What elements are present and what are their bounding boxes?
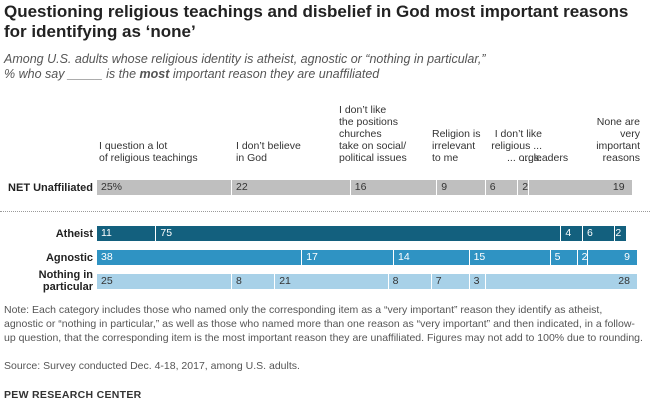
column-header-2: I don’t believe in God [236,140,301,164]
bar-segment-row2-col2: 75 [156,226,562,241]
value-label: 21 [279,275,291,287]
bar-segment-row2-col5: 4 [561,226,583,241]
bar-segment-row2-col6: 6 [583,226,616,241]
value-label: 5 [554,251,561,263]
value-label: 14 [398,251,410,263]
value-label: 7 [435,275,442,287]
value-label: 22 [236,181,248,193]
value-label: 3 [473,275,480,287]
value-label: 25 [101,275,113,287]
value-label: 11 [101,227,112,239]
value-label: 38 [101,251,113,263]
bar-segment-row4-col3: 21 [275,274,389,289]
bar-segment-row1-col1: 25% [97,180,232,195]
bar-segment-row3-col7: 9 [588,250,637,265]
bar-segment-row4-col1: 25 [97,274,232,289]
column-header-4: Religion is irrelevant to me [432,128,481,164]
subtitle-line-2-post: important reason they are unaffiliated [169,67,380,81]
bar-segment-row3-col6: 2 [577,250,589,265]
column-header-3: I don’t like the positions churches take… [339,104,407,164]
value-label: 28 [618,275,630,287]
row-label-3: Agnostic [45,252,93,264]
bar-segment-row2-col1: 11 [97,226,157,241]
bar-segment-row3-col5: 5 [550,250,578,265]
column-header-5: I don’t like religious ... ... orgs. [491,128,542,164]
value-label: 8 [236,275,242,287]
value-label: 17 [306,251,318,263]
value-label: 15 [473,251,486,263]
value-label: 9 [624,251,630,263]
bar-segment-row4-col7: 28 [485,274,637,289]
value-label: 8 [392,275,399,287]
section-divider [0,211,650,212]
subtitle-line-2-bold: most [139,67,170,81]
subtitle-line-2-pre: % who say _____ is the [4,67,140,81]
row-label-1: NET Unaffiliated [8,182,93,194]
subtitle-line-1: Among U.S. adults whose religious identi… [4,52,486,66]
bar-segment-row4-col4: 8 [388,274,432,289]
bar-segment-row4-col2: 8 [232,274,276,289]
publisher-footer: PEW RESEARCH CENTER [4,389,142,401]
value-label: 19 [612,181,625,193]
column-header-1: I question a lot of religious teachings [99,140,198,164]
column-header-6: ... leaders [522,152,569,164]
value-label: 16 [354,181,367,193]
bar-segment-row1-col7: 19 [529,180,632,195]
value-label: 2 [522,181,529,193]
value-label: 4 [565,227,572,239]
chart-subtitle: Among U.S. adults whose religious identi… [4,52,604,82]
bar-segment-row2-col7: 2 [615,226,627,241]
bar-segment-row3-col1: 38 [97,250,303,265]
value-label: 2 [581,251,588,263]
column-header-7: None are very important reasons [596,116,640,164]
bar-segment-row1-col5: 6 [485,180,519,195]
subtitle-line-2: % who say _____ is the most important re… [4,67,604,82]
bar-segment-row3-col4: 15 [469,250,551,265]
value-label: 6 [489,181,496,193]
chart-note: Note: Each category includes those who n… [4,304,643,344]
bar-segment-row1-col6: 2 [518,180,529,195]
bar-segment-row1-col4: 9 [437,180,486,195]
row-label-2: Atheist [55,228,93,240]
value-label: 6 [587,227,593,239]
bar-segment-row1-col3: 16 [350,180,438,195]
chart-title: Questioning religious teachings and disb… [4,2,629,41]
bar-segment-row1-col2: 22 [232,180,351,195]
row-label-4: Nothing in particular [38,269,93,293]
value-label: 2 [615,227,622,239]
bar-segment-row4-col6: 3 [469,274,486,289]
value-label: 25% [101,181,123,193]
bar-segment-row4-col5: 7 [431,274,470,289]
bar-segment-row3-col2: 17 [302,250,394,265]
chart-source: Source: Survey conducted Dec. 4-18, 2017… [4,360,300,372]
value-label: 9 [441,181,448,193]
bar-segment-row3-col3: 14 [394,250,470,265]
value-label: 75 [160,227,173,239]
